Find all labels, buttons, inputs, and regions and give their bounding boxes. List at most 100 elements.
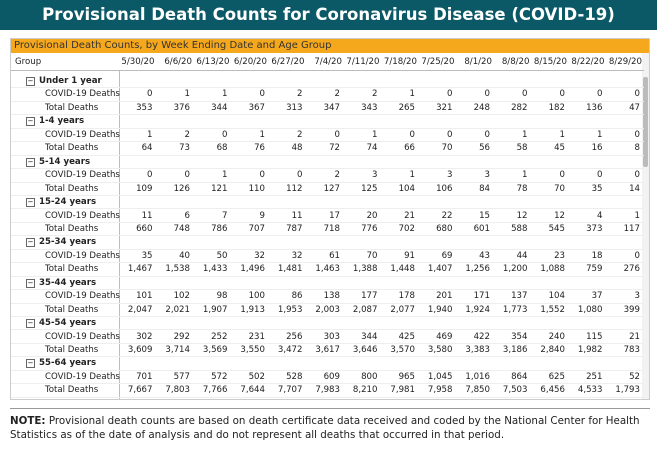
row-label: COVID-19 Deaths: [45, 129, 120, 140]
cell: 61: [329, 250, 340, 261]
cell: 18: [591, 250, 603, 261]
cell: 2,003: [315, 304, 340, 315]
cell: 3: [634, 291, 640, 302]
cell: 2,077: [390, 304, 415, 315]
page-title: Provisional Death Counts for Coronavirus…: [0, 0, 657, 30]
cell: 171: [473, 291, 490, 302]
cell: 66: [404, 143, 415, 154]
cell: 0: [259, 170, 265, 181]
column-header: Group: [15, 57, 42, 67]
cell: 7,983: [315, 385, 340, 396]
cell: 3,383: [465, 345, 490, 355]
column-header: 8/8/20: [501, 57, 530, 67]
cell: 252: [211, 331, 228, 342]
cell: 0: [484, 89, 490, 100]
cell: 17: [329, 210, 340, 221]
cell: 115: [586, 331, 603, 342]
cell: 347: [323, 102, 340, 113]
cell: 2: [334, 170, 340, 181]
cell: 292: [173, 331, 190, 342]
data-row: Total Deaths 1,467 1,538 1,433 1,496 1,481 1,4…: [11, 263, 644, 277]
cell: 44: [516, 250, 528, 261]
table-caption: Provisional Death Counts, by Week Ending…: [11, 39, 649, 53]
cell: 101: [136, 291, 153, 302]
data-row: Total Deaths 353 376 344 367 313 347 343 265 321 2…: [11, 102, 644, 116]
cell: 7,850: [465, 385, 490, 396]
cell: 707: [248, 223, 265, 234]
cell: 313: [286, 102, 303, 113]
cell: 0: [297, 170, 303, 181]
cell: 1,940: [427, 304, 453, 315]
data-row: COVID-19 Deaths 11 6 7 9 11 17 20 21 22 15 12 12 4 1: [11, 210, 644, 223]
cell: 502: [248, 371, 265, 382]
cell: 73: [179, 143, 190, 154]
cell: 1,200: [502, 264, 528, 275]
cell: 112: [286, 183, 303, 194]
cell: 3,550: [240, 345, 265, 355]
cell: 86: [291, 291, 303, 302]
cell: 0: [522, 89, 528, 100]
cell: 15: [479, 210, 490, 221]
group-row: −45-54 years: [11, 317, 644, 331]
cell: 3,570: [390, 345, 415, 355]
group-name: 5-14 years: [39, 156, 91, 167]
cell: 321: [436, 102, 453, 113]
cell: 6,456: [540, 385, 565, 396]
cell: 344: [361, 331, 378, 342]
cell: 1,407: [427, 264, 453, 275]
cell: 0: [634, 170, 640, 181]
cell: 70: [366, 250, 378, 261]
cell: 0: [447, 89, 453, 100]
row-label: COVID-19 Deaths: [45, 371, 120, 382]
cell: 12: [516, 210, 528, 221]
data-row: Total Deaths 3,609 3,714 3,569 3,550 3,472 3,6…: [11, 344, 644, 358]
cell: 74: [366, 143, 378, 154]
column-header: 7/18/20: [383, 57, 417, 67]
row-label: COVID-19 Deaths: [45, 250, 120, 261]
cell: 469: [436, 331, 453, 342]
cell: 1,907: [202, 304, 228, 315]
row-label: Total Deaths: [45, 102, 99, 113]
cell: 1,388: [352, 264, 378, 275]
cell: 106: [436, 183, 453, 194]
cell: 1,045: [427, 371, 453, 382]
cell: 14: [629, 183, 640, 194]
cell: 70: [441, 143, 453, 154]
column-header: 5/30/20: [121, 57, 155, 67]
cell: 800: [361, 371, 378, 382]
group-row: −35-44 years: [11, 277, 644, 291]
cell: 3,617: [315, 345, 340, 355]
collapse-icon: −: [26, 157, 35, 167]
cell: 231: [248, 331, 265, 342]
cell: 7,503: [502, 385, 528, 396]
cell: 248: [473, 102, 490, 113]
scrollbar[interactable]: [642, 53, 649, 399]
cell: 104: [548, 291, 565, 302]
row-label: COVID-19 Deaths: [45, 291, 120, 302]
cell: 367: [248, 102, 265, 113]
row-label: COVID-19 Deaths: [45, 331, 120, 342]
cell: 23: [554, 250, 565, 261]
cell: 965: [398, 371, 415, 382]
scroll-thumb[interactable]: [643, 77, 648, 167]
cell: 1: [634, 210, 640, 221]
cell: 104: [398, 183, 415, 194]
cell: 58: [516, 143, 528, 154]
column-header: 6/13/20: [196, 57, 230, 67]
cell: 601: [473, 223, 490, 234]
row-label: COVID-19 Deaths: [45, 89, 120, 100]
cell: 783: [623, 345, 640, 355]
cell: 0: [147, 89, 153, 100]
row-label: Total Deaths: [45, 345, 99, 355]
cell: 1,496: [240, 264, 265, 275]
cell: 680: [436, 223, 453, 234]
cell: 138: [323, 291, 340, 302]
header-row: Group 5/30/20 6/6/20 6/13/20 6/20/20 6/27/20 7…: [11, 56, 644, 71]
cell: 1,088: [540, 264, 565, 275]
collapse-icon: −: [26, 117, 35, 127]
note: NOTE: Provisional death counts are based…: [10, 408, 650, 448]
cell: 21: [404, 210, 415, 221]
table: Provisional Death Counts, by Week Ending…: [10, 38, 650, 400]
cell: 0: [634, 89, 640, 100]
cell: 2: [372, 89, 378, 100]
